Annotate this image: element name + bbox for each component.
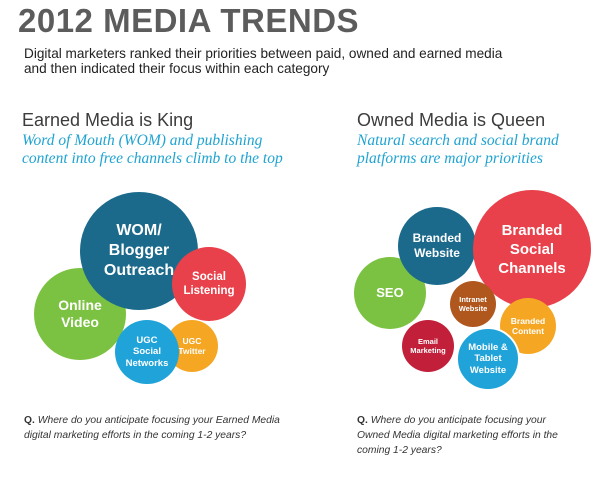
bubble-label: Marketing (410, 346, 446, 355)
bubble-label: UGC (182, 336, 202, 346)
bubble-label: Outreach (103, 262, 175, 279)
bubble-label: UGC (136, 334, 158, 346)
bubble-mobile-tablet-website: Mobile & Tablet Website (456, 327, 520, 391)
bubble-label: Email (417, 337, 438, 346)
question-line: digital marketing efforts in the coming … (24, 430, 247, 441)
owned-heading: Owned Media is Queen (357, 110, 546, 130)
tagline-line: content into free channels climb to the … (22, 150, 283, 167)
bubble-branded-website: Branded Website (398, 207, 476, 285)
bubble-label: Branded (510, 316, 546, 326)
bubble-label: Blogger (108, 242, 170, 259)
question-line: Q. Where do you anticipate focusing your… (24, 413, 280, 428)
bubble-social-listening: Social Listening (172, 247, 246, 321)
page-subtitle: Digital marketers ranked their prioritie… (24, 46, 604, 76)
bubble-label: Social (192, 271, 226, 283)
question-prefix: Q. (357, 415, 368, 426)
owned-tagline: Natural search and social brand platform… (357, 132, 559, 168)
bubble-label: Intranet (459, 295, 487, 304)
bubble-label: Tablet (474, 353, 502, 365)
bubble-label: Online (58, 297, 102, 313)
earned-heading: Earned Media is King (22, 110, 194, 130)
subtitle-line: Digital marketers ranked their prioritie… (24, 46, 503, 61)
bubble-ugc-social-networks: UGC Social Networks (115, 320, 179, 384)
bubble-email-marketing: Email Marketing (402, 320, 454, 372)
question-line: coming 1-2 years? (357, 445, 442, 456)
bubble-intranet-website: Intranet Website (450, 281, 496, 327)
bubble-label: WOM/ (116, 222, 162, 239)
question-text: Where do you anticipate focusing your (370, 415, 546, 426)
question-line: Q. Where do you anticipate focusing your (357, 413, 558, 428)
bubble-label: Content (511, 326, 545, 336)
bubble-label: Branded (501, 221, 563, 239)
page-title: 2012 MEDIA TRENDS (18, 2, 360, 39)
bubble-label: Website (469, 364, 507, 376)
bubble-label: Branded (412, 231, 462, 245)
question-text: Where do you anticipate focusing your Ea… (37, 415, 280, 426)
earned-question: Q. Where do you anticipate focusing your… (24, 413, 280, 443)
tagline-line: Natural search and social brand (357, 132, 559, 149)
bubble-wom-blogger-outreach: WOM/ Blogger Outreach (80, 192, 198, 310)
bubble-label: Social (509, 240, 555, 258)
question-line: Owned Media digital marketing efforts in… (357, 430, 558, 441)
bubble-branded-social-channels: Branded Social Channels (473, 190, 591, 308)
bubble-label: SEO (376, 285, 404, 300)
bubble-label: Networks (125, 357, 169, 369)
bubble-label: Website (414, 246, 460, 260)
owned-question: Q. Where do you anticipate focusing your… (357, 413, 558, 458)
bubble-label: Social (132, 346, 161, 358)
bubble-label: Twitter (178, 346, 206, 356)
bubble-label: Video (61, 314, 99, 330)
question-prefix: Q. (24, 415, 35, 426)
tagline-line: Word of Mouth (WOM) and publishing (22, 132, 263, 149)
subtitle-line: and then indicated their focus within ea… (24, 61, 330, 76)
earned-tagline: Word of Mouth (WOM) and publishing conte… (22, 132, 283, 168)
bubble-label: Listening (183, 285, 235, 297)
bubble-label: Website (458, 304, 488, 313)
tagline-line: platforms are major priorities (357, 150, 543, 167)
bubble-label: Channels (498, 259, 566, 277)
bubble-label: Mobile & (468, 341, 508, 353)
